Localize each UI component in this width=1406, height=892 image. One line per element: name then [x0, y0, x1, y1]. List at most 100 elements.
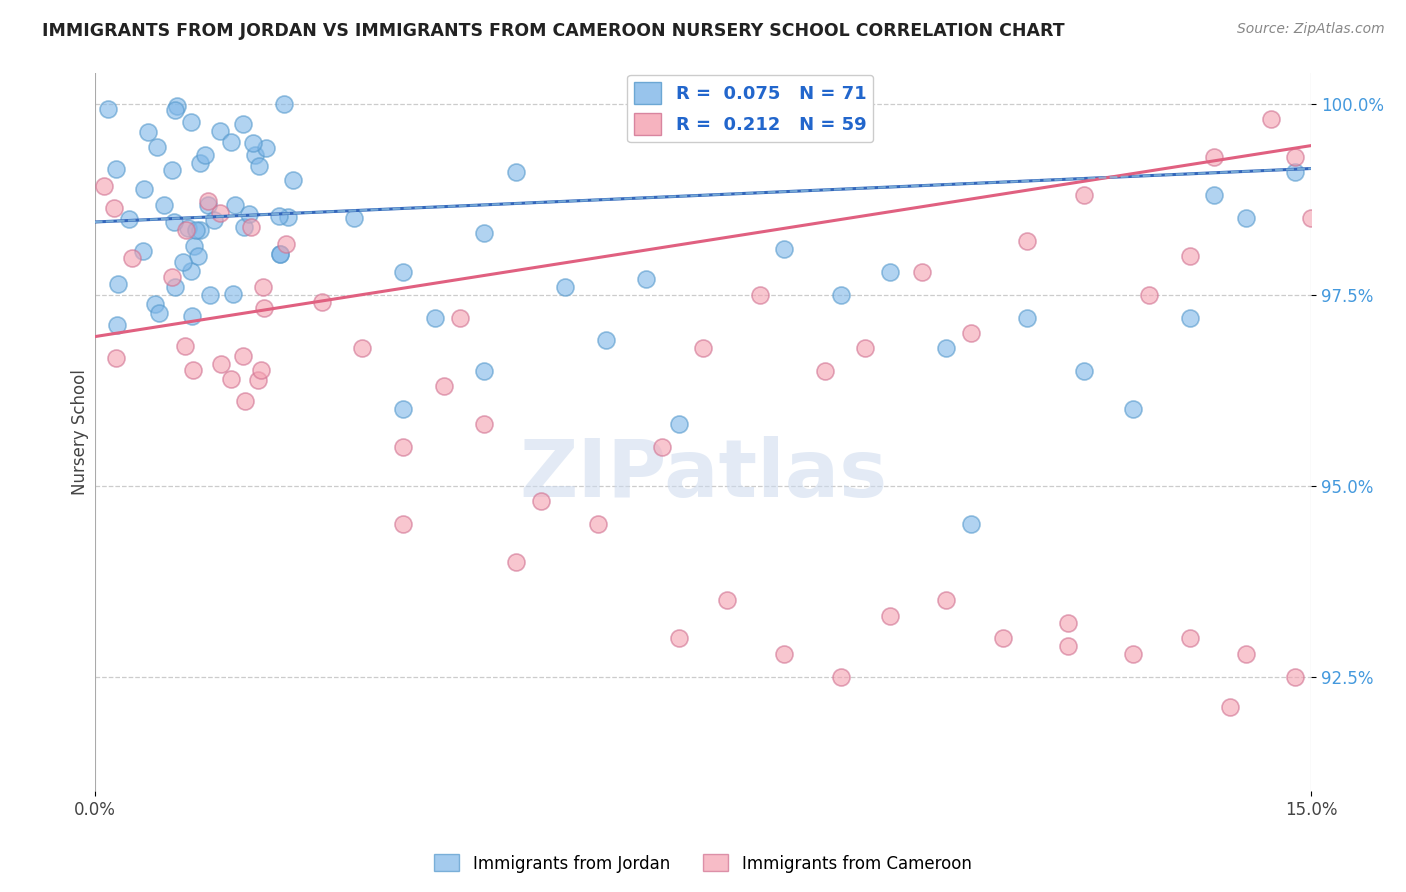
Point	[692, 341, 714, 355]
Point	[595, 334, 617, 348]
Point	[1202, 188, 1225, 202]
Point	[343, 211, 366, 226]
Text: Source: ZipAtlas.com: Source: ZipAtlas.com	[1237, 22, 1385, 37]
Point	[197, 194, 219, 208]
Point	[1073, 188, 1095, 202]
Point	[554, 280, 576, 294]
Point	[853, 341, 876, 355]
Point	[103, 201, 125, 215]
Point	[172, 254, 194, 268]
Point	[163, 103, 186, 117]
Point	[935, 341, 957, 355]
Point	[105, 351, 128, 365]
Point	[1260, 112, 1282, 126]
Point	[273, 97, 295, 112]
Point	[173, 339, 195, 353]
Point	[222, 286, 245, 301]
Point	[1219, 700, 1241, 714]
Point	[716, 593, 738, 607]
Point	[107, 277, 129, 291]
Point	[1202, 150, 1225, 164]
Legend: R =  0.075   N = 71, R =  0.212   N = 59: R = 0.075 N = 71, R = 0.212 N = 59	[627, 75, 873, 143]
Point	[162, 270, 184, 285]
Y-axis label: Nursery School: Nursery School	[72, 369, 89, 495]
Point	[184, 223, 207, 237]
Point	[219, 135, 242, 149]
Point	[830, 287, 852, 301]
Point	[269, 247, 291, 261]
Point	[209, 357, 232, 371]
Point	[183, 239, 205, 253]
Point	[208, 206, 231, 220]
Text: ZIPatlas: ZIPatlas	[519, 436, 887, 514]
Point	[1234, 211, 1257, 226]
Point	[187, 249, 209, 263]
Point	[143, 297, 166, 311]
Point	[254, 140, 277, 154]
Point	[773, 647, 796, 661]
Point	[449, 310, 471, 325]
Point	[959, 326, 981, 340]
Point	[239, 219, 262, 234]
Point	[166, 99, 188, 113]
Legend: Immigrants from Jordan, Immigrants from Cameroon: Immigrants from Jordan, Immigrants from …	[427, 847, 979, 880]
Point	[180, 114, 202, 128]
Point	[1284, 150, 1306, 164]
Point	[1178, 249, 1201, 263]
Point	[243, 148, 266, 162]
Point	[224, 198, 246, 212]
Point	[879, 265, 901, 279]
Point	[253, 301, 276, 315]
Point	[247, 159, 270, 173]
Point	[352, 341, 374, 355]
Point	[208, 123, 231, 137]
Point	[814, 364, 837, 378]
Point	[1234, 647, 1257, 661]
Point	[425, 310, 447, 325]
Point	[219, 372, 242, 386]
Point	[163, 215, 186, 229]
Point	[242, 136, 264, 150]
Point	[1178, 632, 1201, 646]
Point	[668, 632, 690, 646]
Point	[392, 441, 415, 455]
Point	[121, 251, 143, 265]
Point	[748, 287, 770, 301]
Point	[472, 417, 495, 432]
Point	[252, 280, 274, 294]
Point	[181, 363, 204, 377]
Point	[246, 373, 269, 387]
Point	[1284, 165, 1306, 179]
Point	[190, 223, 212, 237]
Point	[180, 264, 202, 278]
Point	[586, 516, 609, 531]
Point	[530, 494, 553, 508]
Point	[97, 102, 120, 116]
Point	[202, 212, 225, 227]
Point	[238, 207, 260, 221]
Point	[181, 309, 204, 323]
Point	[1122, 402, 1144, 417]
Point	[1301, 211, 1323, 226]
Point	[136, 125, 159, 139]
Point	[432, 379, 454, 393]
Point	[177, 221, 200, 235]
Point	[231, 350, 253, 364]
Point	[132, 244, 155, 258]
Point	[830, 670, 852, 684]
Point	[1057, 639, 1080, 653]
Point	[194, 148, 217, 162]
Point	[472, 364, 495, 378]
Point	[773, 242, 796, 256]
Point	[232, 220, 254, 235]
Point	[165, 280, 187, 294]
Point	[1137, 287, 1160, 301]
Point	[392, 265, 415, 279]
Point	[145, 140, 167, 154]
Point	[232, 117, 254, 131]
Text: IMMIGRANTS FROM JORDAN VS IMMIGRANTS FROM CAMEROON NURSERY SCHOOL CORRELATION CH: IMMIGRANTS FROM JORDAN VS IMMIGRANTS FRO…	[42, 22, 1064, 40]
Point	[505, 165, 527, 179]
Point	[636, 272, 658, 286]
Point	[233, 394, 256, 409]
Point	[153, 198, 176, 212]
